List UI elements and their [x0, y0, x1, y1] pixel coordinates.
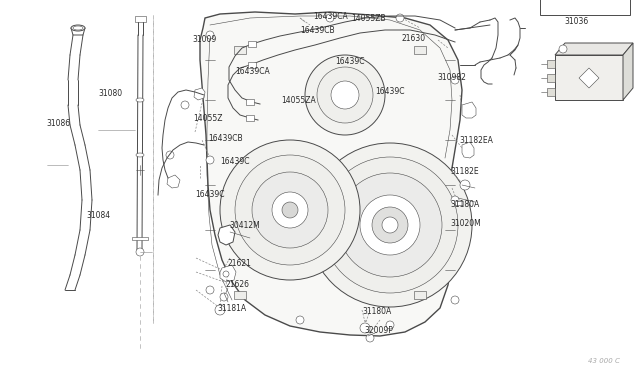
Circle shape [451, 296, 459, 304]
Circle shape [166, 151, 174, 159]
Text: 21630: 21630 [401, 34, 426, 43]
Text: 30412M: 30412M [229, 221, 260, 230]
Polygon shape [555, 43, 633, 55]
Circle shape [366, 334, 374, 342]
Bar [540, 0, 630, 15]
Circle shape [296, 316, 304, 324]
Polygon shape [135, 16, 146, 22]
Polygon shape [218, 225, 235, 245]
Circle shape [360, 323, 370, 333]
Bar [455, 201, 463, 205]
Text: 31084: 31084 [86, 211, 111, 219]
Circle shape [206, 286, 214, 294]
Circle shape [451, 76, 459, 84]
Circle shape [252, 172, 328, 248]
Text: 14055ZB: 14055ZB [351, 14, 386, 23]
Ellipse shape [73, 26, 83, 30]
Bar [132, 237, 148, 240]
Text: 16439C: 16439C [375, 87, 404, 96]
Text: 31181A: 31181A [218, 304, 247, 312]
Circle shape [322, 157, 458, 293]
Text: 14055ZA: 14055ZA [282, 96, 316, 105]
Text: 31182EA: 31182EA [460, 136, 493, 145]
Text: 43 000 C: 43 000 C [588, 358, 620, 364]
Text: 32009P: 32009P [365, 326, 394, 335]
Circle shape [396, 14, 404, 22]
Circle shape [331, 81, 359, 109]
Polygon shape [220, 265, 236, 282]
Text: 31180A: 31180A [451, 201, 480, 209]
Bar [234, 46, 246, 54]
Polygon shape [462, 142, 474, 158]
Bar [248, 62, 256, 68]
Circle shape [206, 156, 214, 164]
Text: 31180A: 31180A [362, 307, 392, 316]
Circle shape [326, 14, 334, 22]
Circle shape [220, 140, 360, 280]
Polygon shape [579, 68, 599, 88]
Bar [547, 88, 555, 96]
Text: 16439CB: 16439CB [208, 134, 243, 143]
Polygon shape [555, 55, 623, 100]
Circle shape [235, 155, 345, 265]
Circle shape [308, 143, 472, 307]
Text: 16439C: 16439C [220, 157, 250, 166]
Ellipse shape [136, 98, 144, 102]
Circle shape [206, 31, 214, 39]
Circle shape [559, 45, 567, 53]
Circle shape [382, 217, 398, 233]
Bar [234, 291, 246, 299]
Text: 21626: 21626 [226, 280, 250, 289]
Text: 31182E: 31182E [451, 167, 479, 176]
Ellipse shape [71, 25, 85, 31]
Text: 31086: 31086 [46, 119, 70, 128]
Polygon shape [462, 102, 476, 118]
Bar [246, 115, 254, 121]
Circle shape [386, 321, 394, 329]
Bar [547, 74, 555, 82]
Bar [414, 46, 426, 54]
Bar [414, 291, 426, 299]
Circle shape [305, 55, 385, 135]
Polygon shape [194, 88, 205, 100]
Text: 31020M: 31020M [451, 219, 481, 228]
Text: 310982: 310982 [438, 73, 467, 82]
Text: 31009: 31009 [192, 35, 216, 44]
Text: 31036: 31036 [564, 17, 589, 26]
Circle shape [136, 248, 144, 256]
Circle shape [282, 202, 298, 218]
Circle shape [372, 207, 408, 243]
Circle shape [317, 67, 373, 123]
Text: 14055Z: 14055Z [193, 114, 223, 123]
Ellipse shape [136, 153, 144, 157]
Bar [547, 60, 555, 68]
Text: 16439CB: 16439CB [300, 26, 335, 35]
Circle shape [451, 196, 459, 204]
Circle shape [338, 173, 442, 277]
Circle shape [181, 101, 189, 109]
Text: 31080: 31080 [98, 89, 122, 98]
Text: 16439CA: 16439CA [314, 12, 348, 21]
Text: 16439CA: 16439CA [236, 67, 270, 76]
Circle shape [223, 271, 229, 277]
Text: 16439C: 16439C [195, 190, 225, 199]
Polygon shape [623, 43, 633, 100]
Polygon shape [167, 175, 180, 188]
Text: 21621: 21621 [227, 259, 251, 268]
Bar [246, 99, 254, 105]
Circle shape [220, 293, 228, 301]
Circle shape [272, 192, 308, 228]
Polygon shape [71, 28, 85, 35]
Circle shape [460, 180, 470, 190]
Circle shape [215, 305, 225, 315]
Polygon shape [200, 12, 462, 336]
Text: 16439C: 16439C [335, 57, 365, 65]
Bar [248, 41, 256, 47]
Circle shape [360, 195, 420, 255]
